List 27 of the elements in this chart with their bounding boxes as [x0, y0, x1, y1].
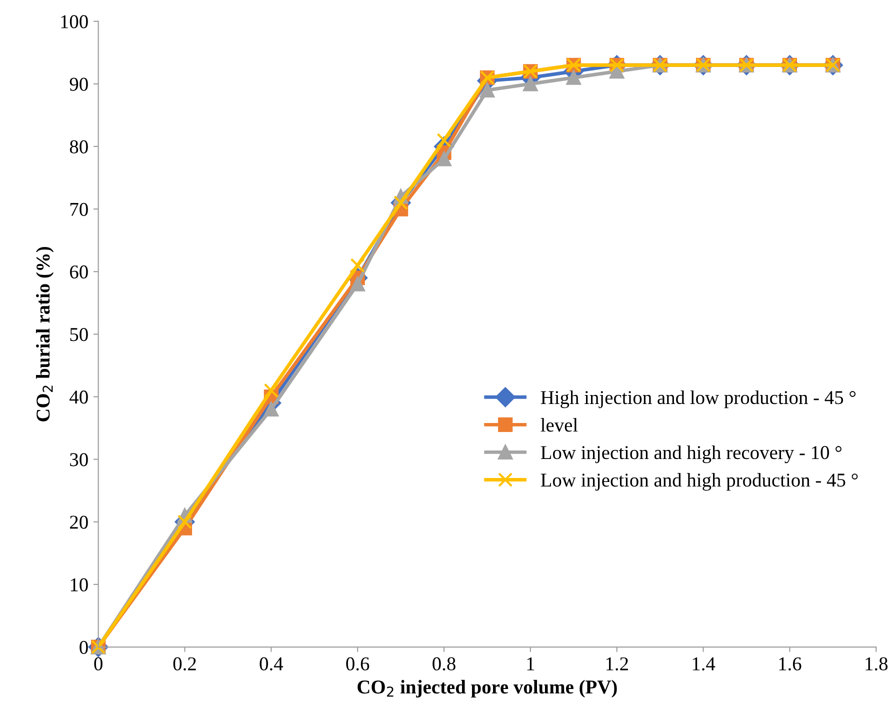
legend-label: Low injection and high recovery - 10 ° — [540, 445, 842, 464]
y-tick-label: 50 — [70, 328, 88, 342]
y-tick-label: 60 — [70, 265, 88, 279]
y-tick-label: 100 — [61, 15, 88, 28]
y-tick-label: 70 — [70, 202, 88, 216]
x-tick-label: 0.2 — [173, 657, 196, 670]
legend-label: Low injection and high production - 45 ° — [540, 473, 858, 491]
x-tick-label: 1.8 — [866, 657, 888, 670]
y-tick-label: 40 — [70, 390, 88, 404]
y-tick-label: 90 — [70, 78, 88, 91]
x-axis-title: CO$_{2}$ injected pore volume (PV) — [358, 680, 617, 698]
x-tick-label: 0.8 — [432, 657, 456, 670]
y-tick-label: 80 — [70, 140, 88, 154]
x-tick-label: 0.6 — [346, 657, 370, 670]
x-tick-label: 1.4 — [692, 657, 716, 670]
x-tick-label: 1.2 — [606, 657, 628, 670]
y-tick-label: 20 — [70, 516, 88, 529]
legend-label: level — [540, 418, 578, 432]
x-tick-label: 1 — [527, 657, 534, 670]
y-tick-label: 30 — [70, 453, 88, 466]
legend-label: High injection and low production - 45 ° — [540, 390, 856, 408]
x-tick-label: 0 — [94, 657, 102, 670]
x-tick-label: 1.6 — [779, 657, 802, 670]
x-tick-label: 0.4 — [260, 657, 284, 670]
y-axis-title: CO$_{2}$ burial ratio (%) — [36, 246, 54, 422]
y-tick-label: 0 — [80, 640, 88, 654]
y-tick-label: 10 — [70, 578, 88, 592]
